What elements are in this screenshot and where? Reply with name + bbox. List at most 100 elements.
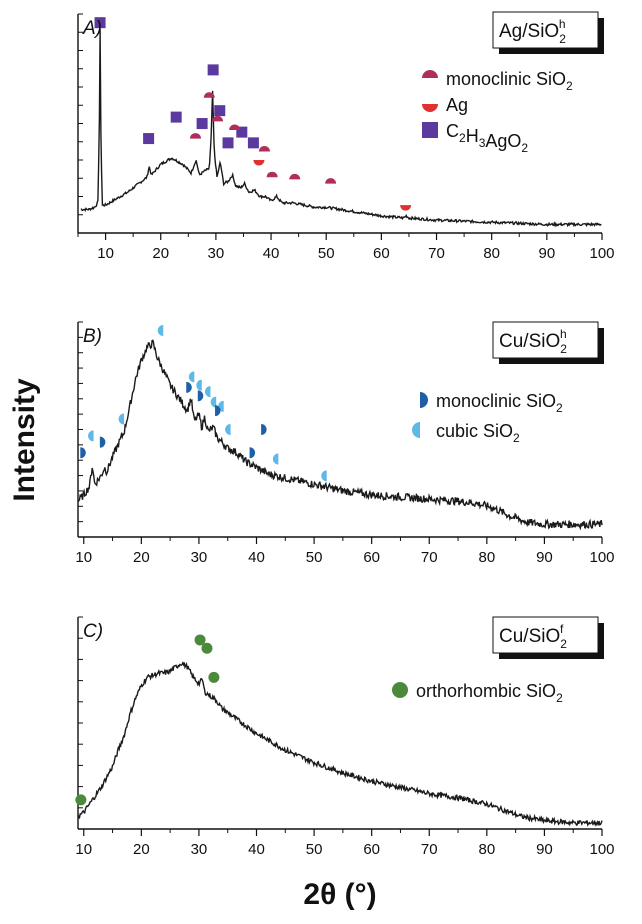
- sample-label-sup: h: [560, 327, 567, 341]
- x-tick-label: 90: [536, 549, 553, 566]
- x-tick-label: 80: [483, 245, 500, 262]
- phase-marker: [214, 105, 226, 117]
- phase-marker: [225, 424, 231, 436]
- phase-marker: [204, 386, 211, 398]
- x-tick-label: 50: [306, 549, 323, 566]
- x-tick-label: 10: [75, 549, 92, 566]
- sample-label: Cu/SiO2f: [499, 622, 567, 651]
- phase-marker: [196, 118, 208, 130]
- phase-marker: [118, 413, 125, 425]
- x-tick-label: 20: [133, 841, 150, 858]
- phase-marker: [289, 173, 301, 180]
- phase-marker: [210, 396, 217, 408]
- phase-marker: [325, 178, 337, 184]
- phase-marker: [229, 124, 241, 130]
- sample-label-base: Cu/SiO: [499, 626, 560, 647]
- x-tick-label: 40: [263, 245, 280, 262]
- x-tick-label: 60: [373, 245, 390, 262]
- x-tick-label: 30: [208, 245, 225, 262]
- phase-marker: [194, 634, 206, 646]
- phase-marker: [99, 436, 106, 448]
- x-tick-label: 10: [97, 245, 114, 262]
- x-tick-label: 80: [478, 841, 495, 858]
- legend-label: Ag: [446, 95, 468, 115]
- legend-formula-part: H: [466, 126, 479, 146]
- legend-marker: [392, 682, 408, 698]
- legend-label: C2H3AgO2: [446, 121, 528, 155]
- legend-marker: [412, 422, 420, 438]
- diffraction-trace: [77, 661, 603, 827]
- sample-label-box: [492, 616, 599, 654]
- phase-marker: [236, 126, 248, 138]
- legend-sub: 2: [513, 431, 520, 445]
- phase-marker: [203, 92, 215, 98]
- legend-text: monoclinic SiO: [436, 391, 556, 411]
- phase-marker: [400, 205, 412, 211]
- sample-label-base: Cu/SiO: [499, 331, 560, 352]
- panels: 10 20 30 40 50 60 70 80 90 100 A) Ag/SiO2h monoclini…: [75, 11, 615, 858]
- sample-label-sup: f: [560, 622, 564, 636]
- x-tick-label: 90: [536, 841, 553, 858]
- phase-marker: [272, 453, 279, 465]
- phase-marker: [258, 145, 270, 152]
- x-tick-label: 10: [75, 841, 92, 858]
- phase-marker: [247, 137, 259, 149]
- sample-label-sub: 2: [559, 32, 566, 46]
- phase-marker: [88, 430, 94, 442]
- phase-marker: [253, 160, 265, 166]
- x-tick-label: 70: [421, 549, 438, 566]
- phase-marker: [170, 111, 182, 123]
- sample-label-sub: 2: [560, 637, 567, 651]
- x-tick-label: 60: [363, 841, 380, 858]
- phase-marker: [196, 379, 202, 391]
- legend-label: cubic SiO2: [436, 421, 520, 445]
- sample-label-box: [492, 321, 599, 359]
- x-tick-label: 20: [133, 549, 150, 566]
- phase-marker: [321, 470, 327, 482]
- legend-text: cubic SiO: [436, 421, 513, 441]
- phase-marker: [157, 325, 164, 337]
- legend-label: monoclinic SiO2: [446, 69, 573, 93]
- legend-text: monoclinic SiO: [446, 69, 566, 89]
- legend-marker: [422, 122, 438, 138]
- phase-marker: [143, 133, 155, 145]
- x-tick-label: 70: [428, 245, 445, 262]
- legend-label: monoclinic SiO2: [436, 391, 563, 415]
- x-tick-label: 100: [589, 549, 614, 566]
- phase-marker: [215, 405, 221, 417]
- sample-label: Cu/SiO2h: [499, 327, 567, 356]
- legend-sub: 2: [556, 691, 563, 705]
- legend-marker: [422, 70, 438, 78]
- legend-text: Ag: [446, 95, 468, 115]
- panel-label: B): [83, 326, 102, 347]
- x-tick-label: 90: [538, 245, 555, 262]
- x-tick-label: 40: [248, 549, 265, 566]
- phase-marker: [212, 115, 224, 122]
- sample-label-box: [492, 11, 599, 49]
- phase-marker: [222, 137, 234, 149]
- sample-label: Ag/SiO2h: [499, 17, 566, 46]
- x-tick-label: 30: [191, 549, 208, 566]
- phase-marker: [94, 17, 106, 29]
- phase-marker: [261, 424, 267, 436]
- x-tick-label: 70: [421, 841, 438, 858]
- legend-sub: 2: [566, 79, 573, 93]
- phase-marker: [189, 133, 201, 139]
- phase-marker: [249, 447, 256, 459]
- legend-formula-part: C: [446, 121, 459, 141]
- x-tick-label: 40: [248, 841, 265, 858]
- phase-marker: [75, 794, 87, 806]
- x-tick-label: 50: [318, 245, 335, 262]
- phase-marker: [266, 171, 278, 178]
- x-tick-label: 50: [306, 841, 323, 858]
- phase-marker: [201, 642, 213, 654]
- x-tick-label: 30: [191, 841, 208, 858]
- panel-label: A): [82, 18, 102, 39]
- legend-sub: 2: [556, 401, 563, 415]
- diffraction-trace: [77, 339, 603, 531]
- sample-label-sub: 2: [560, 342, 567, 356]
- legend-formula-sub: 3: [479, 136, 486, 150]
